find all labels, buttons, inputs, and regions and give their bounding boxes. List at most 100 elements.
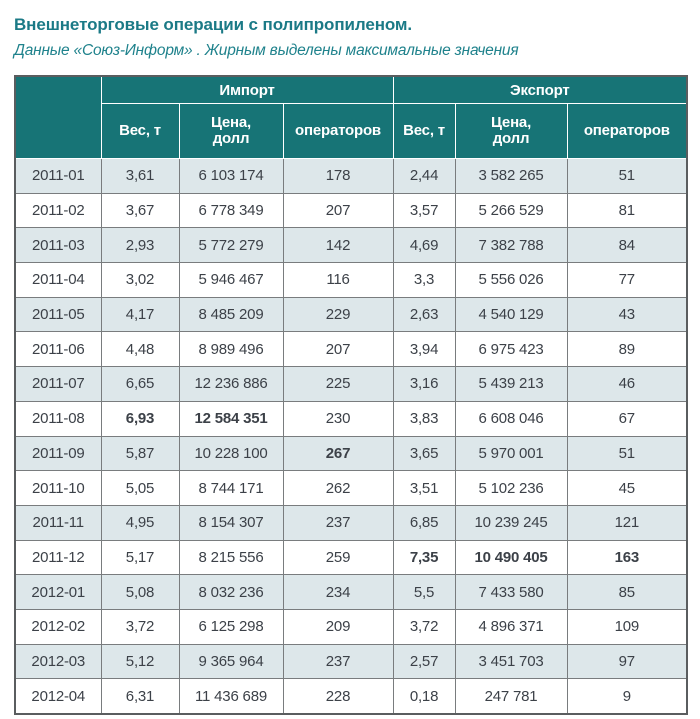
table-row: 2012-04 6,31 11 436 689 228 0,18 247 781… <box>14 678 688 715</box>
value-cell: 3 582 265 <box>454 158 568 194</box>
period-cell: 2011-10 <box>14 470 102 506</box>
value-cell: 6 125 298 <box>178 608 284 645</box>
value-cell: 178 <box>282 158 394 194</box>
value-cell: 225 <box>282 366 394 402</box>
value-cell: 5 439 213 <box>454 366 568 402</box>
value-cell: 229 <box>282 296 394 333</box>
value-cell: 262 <box>282 470 394 506</box>
table-header: Импорт Экспорт Вес, т Цена, долл оператор… <box>14 75 688 159</box>
value-cell: 51 <box>566 435 688 472</box>
table-row: 2012-02 3,72 6 125 298 209 3,72 4 896 37… <box>14 608 688 645</box>
period-cell: 2011-12 <box>14 539 102 576</box>
period-cell: 2011-02 <box>14 192 102 229</box>
table-body: 2011-01 3,61 6 103 174 178 2,44 3 582 26… <box>14 158 688 715</box>
value-cell: 3,02 <box>100 262 180 298</box>
export-group-header: Экспорт <box>392 75 688 104</box>
period-cell: 2011-01 <box>14 158 102 194</box>
value-cell: 2,93 <box>100 227 180 264</box>
value-cell: 10 490 405 <box>454 539 568 576</box>
value-cell: 6 975 423 <box>454 331 568 368</box>
value-cell: 3,16 <box>392 366 456 402</box>
value-cell: 6 103 174 <box>178 158 284 194</box>
value-cell: 7 433 580 <box>454 574 568 610</box>
value-cell: 3,83 <box>392 400 456 437</box>
value-cell: 6,93 <box>100 400 180 437</box>
period-cell: 2011-11 <box>14 504 102 541</box>
table-row: 2012-01 5,08 8 032 236 234 5,5 7 433 580… <box>14 574 688 610</box>
value-cell: 116 <box>282 262 394 298</box>
value-cell: 46 <box>566 366 688 402</box>
table-row: 2011-09 5,87 10 228 100 267 3,65 5 970 0… <box>14 435 688 472</box>
value-cell: 5 102 236 <box>454 470 568 506</box>
value-cell: 142 <box>282 227 394 264</box>
value-cell: 4,69 <box>392 227 456 264</box>
value-cell: 5,12 <box>100 643 180 680</box>
table-row: 2011-12 5,17 8 215 556 259 7,35 10 490 4… <box>14 539 688 576</box>
value-cell: 5,5 <box>392 574 456 610</box>
value-cell: 5 970 001 <box>454 435 568 472</box>
value-cell: 5 266 529 <box>454 192 568 229</box>
value-cell: 45 <box>566 470 688 506</box>
value-cell: 97 <box>566 643 688 680</box>
value-cell: 3,57 <box>392 192 456 229</box>
value-cell: 121 <box>566 504 688 541</box>
value-cell: 5,05 <box>100 470 180 506</box>
table-row: 2011-07 6,65 12 236 886 225 3,16 5 439 2… <box>14 366 688 402</box>
trade-table: Импорт Экспорт Вес, т Цена, долл оператор… <box>14 75 689 715</box>
value-cell: 67 <box>566 400 688 437</box>
value-cell: 6 608 046 <box>454 400 568 437</box>
value-cell: 5,08 <box>100 574 180 610</box>
value-cell: 8 032 236 <box>178 574 284 610</box>
page-title: Внешнеторговые операции с полипропиленом… <box>14 15 413 34</box>
value-cell: 237 <box>282 643 394 680</box>
import-price-header: Цена, долл <box>178 103 284 159</box>
value-cell: 7,35 <box>392 539 456 576</box>
table-row: 2011-11 4,95 8 154 307 237 6,85 10 239 2… <box>14 504 688 541</box>
value-cell: 5 946 467 <box>178 262 284 298</box>
export-weight-header: Вес, т <box>392 103 456 159</box>
import-operators-header: операторов <box>282 103 394 159</box>
value-cell: 3 451 703 <box>454 643 568 680</box>
value-cell: 228 <box>282 678 394 715</box>
value-cell: 259 <box>282 539 394 576</box>
table-row: 2011-01 3,61 6 103 174 178 2,44 3 582 26… <box>14 158 688 194</box>
value-cell: 5 772 279 <box>178 227 284 264</box>
value-cell: 207 <box>282 192 394 229</box>
period-cell: 2011-08 <box>14 400 102 437</box>
value-cell: 2,44 <box>392 158 456 194</box>
period-cell: 2012-02 <box>14 608 102 645</box>
value-cell: 8 744 171 <box>178 470 284 506</box>
value-cell: 207 <box>282 331 394 368</box>
value-cell: 3,72 <box>392 608 456 645</box>
value-cell: 237 <box>282 504 394 541</box>
value-cell: 109 <box>566 608 688 645</box>
sub-header-row: Вес, т Цена, долл операторов Вес, т Цена,… <box>15 103 688 159</box>
value-cell: 12 236 886 <box>178 366 284 402</box>
value-cell: 81 <box>566 192 688 229</box>
value-cell: 77 <box>566 262 688 298</box>
table-row: 2011-05 4,17 8 485 209 229 2,63 4 540 12… <box>14 296 688 333</box>
value-cell: 3,94 <box>392 331 456 368</box>
value-cell: 8 154 307 <box>178 504 284 541</box>
value-cell: 2,57 <box>392 643 456 680</box>
value-cell: 10 239 245 <box>454 504 568 541</box>
value-cell: 3,72 <box>100 608 180 645</box>
value-cell: 43 <box>566 296 688 333</box>
value-cell: 84 <box>566 227 688 264</box>
value-cell: 5,17 <box>100 539 180 576</box>
value-cell: 267 <box>282 435 394 472</box>
period-cell: 2011-03 <box>14 227 102 264</box>
period-cell: 2011-09 <box>14 435 102 472</box>
value-cell: 4,17 <box>100 296 180 333</box>
value-cell: 6,85 <box>392 504 456 541</box>
value-cell: 11 436 689 <box>178 678 284 715</box>
value-cell: 8 485 209 <box>178 296 284 333</box>
value-cell: 10 228 100 <box>178 435 284 472</box>
table-row: 2011-10 5,05 8 744 171 262 3,51 5 102 23… <box>14 470 688 506</box>
page-subtitle: Данные «Союз-Информ» . Жирным выделены м… <box>14 42 519 59</box>
value-cell: 6,31 <box>100 678 180 715</box>
value-cell: 7 382 788 <box>454 227 568 264</box>
value-cell: 247 781 <box>454 678 568 715</box>
table-row: 2011-03 2,93 5 772 279 142 4,69 7 382 78… <box>14 227 688 264</box>
